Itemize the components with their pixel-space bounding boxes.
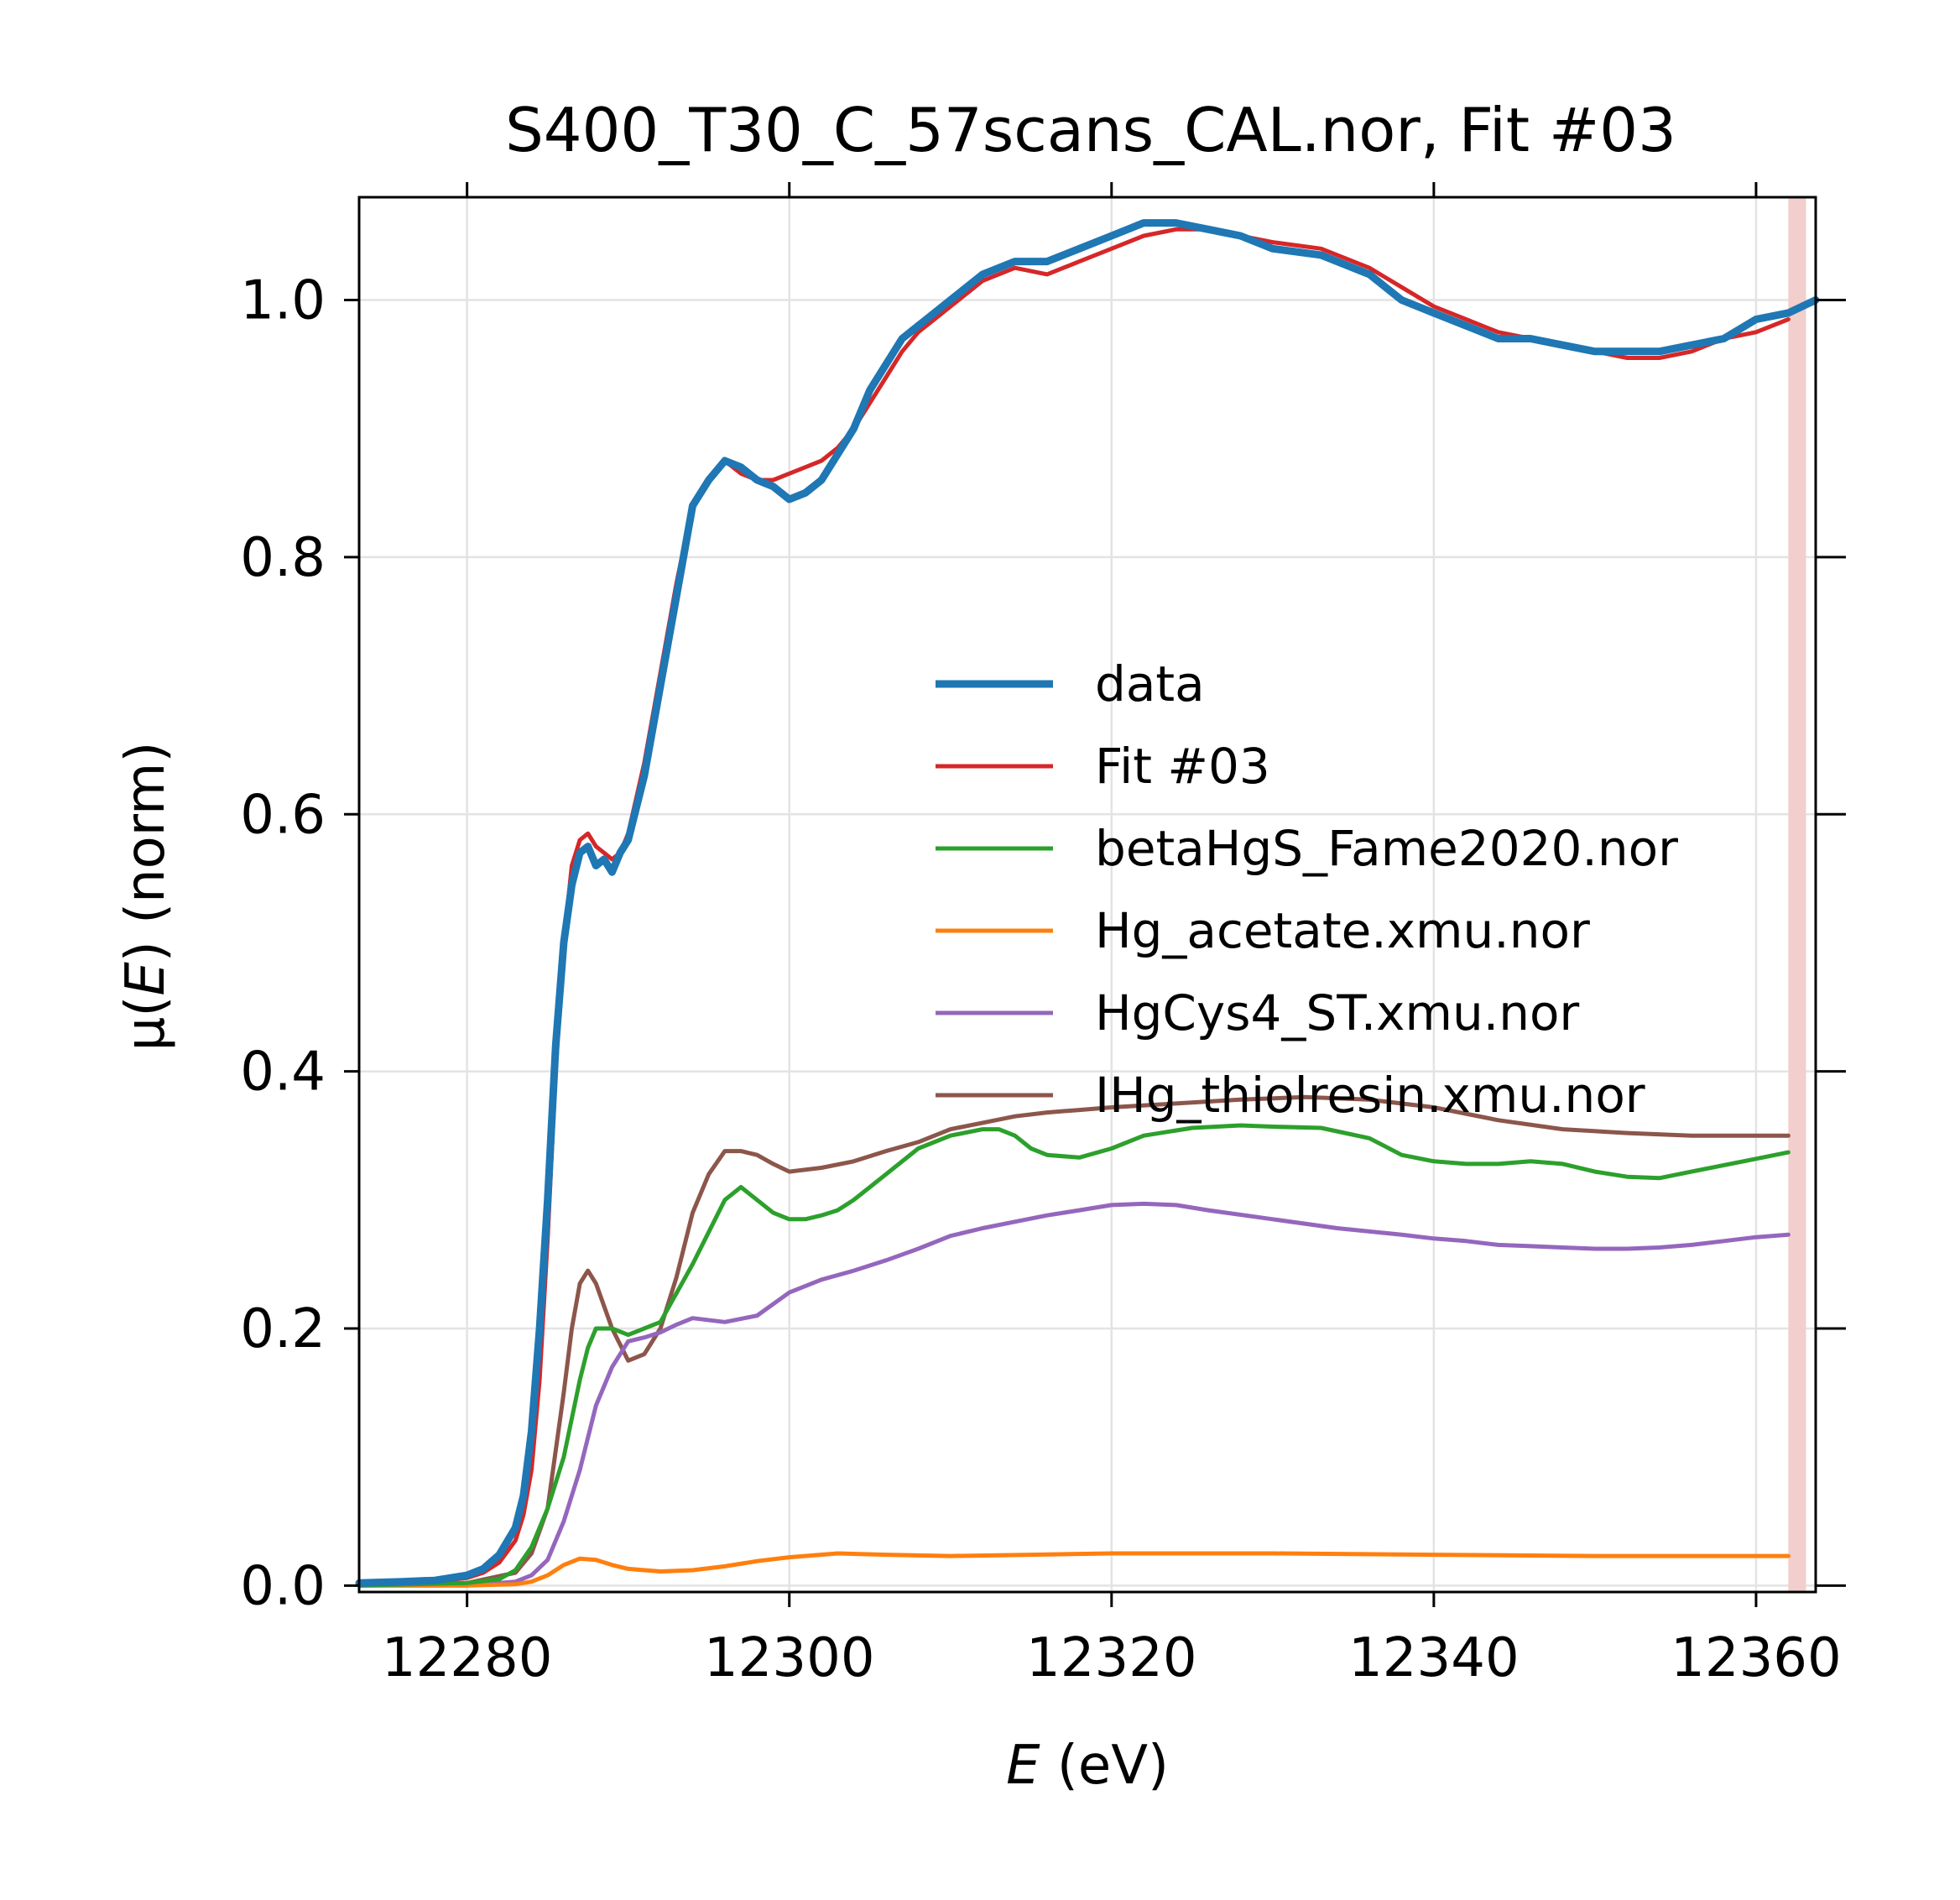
series-line-0 (355, 219, 1820, 1587)
legend-label: HgCys4_ST.xmu.nor (1095, 984, 1579, 1041)
fit-range-marker (1788, 197, 1806, 1592)
y-tick-label: 0.6 (240, 784, 326, 846)
x-tick-label: 12280 (382, 1627, 553, 1689)
chart-title: S400_T30_C_57scans_CAL.nor, Fit #03 (505, 95, 1676, 165)
y-tick-label: 0.0 (240, 1555, 326, 1617)
x-tick-label: 12300 (704, 1627, 875, 1689)
grid-lines (359, 197, 1816, 1592)
x-axis-label-unit: (eV) (1040, 1735, 1169, 1797)
x-tick-label: 12360 (1671, 1627, 1842, 1689)
y-axis-label: μ(E) (norm) (115, 742, 177, 1052)
legend-label: Fit #03 (1095, 738, 1270, 795)
y-tick-label: 1.0 (240, 270, 326, 332)
series-line-3 (357, 1551, 1791, 1588)
x-axis-label-symbol: E (1006, 1735, 1040, 1797)
plot-frame (357, 196, 1817, 1594)
axis-ticks: 12280 12300 12320 12340 12360 0.0 0.2 0.4 0.6 0.8… (240, 182, 1846, 1689)
series-layer (355, 219, 1820, 1588)
legend-label: data (1095, 655, 1205, 712)
x-tick-label: 12340 (1348, 1627, 1520, 1689)
legend-label: betaHgS_Fame2020.nor (1095, 820, 1678, 877)
series-line-5 (357, 1094, 1791, 1588)
y-tick-label: 0.8 (240, 527, 326, 589)
legend: data Fit #03 betaHgS_Fame2020.nor Hg_acetat… (936, 655, 1678, 1124)
y-axis-label-prefix: μ( (115, 996, 177, 1052)
y-tick-label: 0.4 (240, 1041, 326, 1104)
x-tick-label: 12320 (1026, 1627, 1197, 1689)
series-line-4 (357, 1201, 1791, 1588)
x-axis-label: E (eV) (1006, 1735, 1169, 1797)
y-tick-label: 0.2 (240, 1298, 326, 1360)
y-axis-label-suffix: ) (norm) (115, 742, 177, 963)
legend-label: Hg_acetate.xmu.nor (1095, 902, 1590, 959)
fit-range-marker-layer (1788, 197, 1806, 1592)
y-axis-label-symbol: E (115, 962, 177, 996)
legend-label: IHg_thiolresin.xmu.nor (1095, 1067, 1645, 1124)
series-line-2 (357, 1123, 1791, 1588)
